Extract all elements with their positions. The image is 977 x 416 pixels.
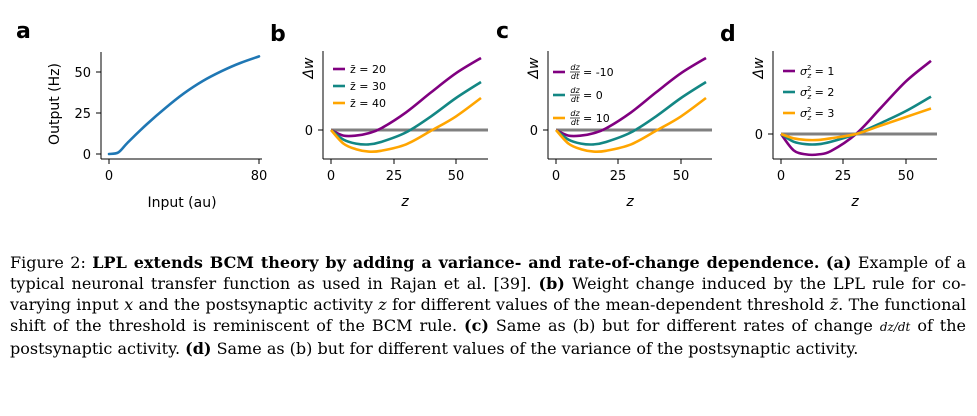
panel-b-legend-label-30: z̄ = 30 [350, 80, 386, 93]
panel-c-series-pos10 [555, 96, 707, 154]
caption-c-text-2: of the postsynaptic activity. [10, 316, 967, 358]
panel-b-xtick-label-25: 25 [386, 169, 403, 184]
panel-a-ytick-label-0: 0 [83, 148, 91, 163]
svg-text:dz: dz [570, 86, 580, 95]
panel-c-legend-label-pos10: dz dt = 10 [570, 109, 610, 127]
panel-d-legend-label-1: σ2 z = 1 [800, 64, 834, 80]
panel-c-xtick-label-25: 25 [610, 169, 627, 184]
caption-a-text: Example of a typical neuronal transfer f… [10, 253, 966, 293]
caption-d-text: Same as (b) but for different values of … [216, 339, 859, 358]
caption-b-text-1: Weight change induced by the LPL rule fo… [10, 274, 967, 314]
panel-a-transfer-function: 50 25 0 0 80 Input (au) Output (Hz) [47, 52, 267, 211]
panel-letter-d: d [720, 22, 736, 47]
panel-d-series-var-2 [780, 95, 932, 146]
caption-b-label: (b) [538, 274, 565, 293]
panel-b-ytick-label-0: 0 [305, 124, 313, 139]
panel-c-rate-of-change: 0 0 25 50 z Δw dz dt = -10 dz dt = 0 [526, 51, 712, 210]
panel-a-xlabel: Input (au) [147, 195, 216, 211]
panel-d-series-var-1 [779, 59, 932, 157]
panel-d-legend-label-2: σ2 z = 2 [800, 85, 834, 101]
panel-letter-c: c [496, 19, 509, 44]
caption-c-text-1: Same as (b) but for different rates of c… [495, 316, 873, 335]
svg-text:dt: dt [571, 118, 580, 127]
panel-d-xlabel: z [850, 194, 859, 210]
panel-c-xlabel: z [625, 194, 634, 210]
panel-b-ylabel: Δw [301, 57, 317, 80]
svg-text:dt: dt [571, 72, 580, 81]
panel-c-legend-label-0: dz dt = 0 [570, 86, 603, 104]
panel-d-ylabel: Δw [751, 57, 767, 80]
caption-c-derivative: dz/dt [879, 320, 911, 334]
panel-b-series-zbar-40 [330, 96, 482, 154]
caption-a-label: (a) [825, 253, 852, 272]
svg-text:= 0: = 0 [583, 89, 603, 102]
svg-text:dz: dz [570, 63, 580, 72]
panel-c-series-0 [555, 80, 707, 146]
panel-c-xtick-label-0: 0 [552, 169, 560, 184]
caption-title: LPL extends BCM theory by adding a varia… [92, 253, 820, 272]
panel-d-legend-label-3: σ2 z = 3 [800, 106, 834, 122]
panel-letter-b: b [270, 22, 286, 47]
panel-d-series-var-3 [780, 107, 932, 142]
panel-d-legend: σ2 z = 1 σ2 z = 2 σ2 z = 3 [783, 64, 834, 122]
caption-var-zbar: z̄ [829, 295, 839, 314]
panel-b-series-zbar-30 [330, 80, 482, 146]
svg-text:dz: dz [570, 109, 580, 118]
svg-text:= -10: = -10 [583, 66, 614, 79]
panel-d-xtick-label-50: 50 [898, 169, 915, 184]
panel-b-xlabel: z [400, 194, 409, 210]
panel-c-xtick-label-50: 50 [673, 169, 690, 184]
svg-text:dt: dt [571, 95, 580, 104]
panel-a-ytick-label-50: 50 [74, 66, 91, 81]
figure-2: a b c d 50 25 0 0 80 Input (au) Output (… [16, 19, 937, 211]
caption-b-text-4: . The functional shift of the threshold … [10, 295, 967, 335]
panel-b-legend-label-40: z̄ = 40 [350, 97, 386, 110]
panel-c-ytick-label-0: 0 [530, 124, 538, 139]
caption-d-label: (d) [185, 339, 212, 358]
panel-d-variance: 0 0 25 50 z Δw σ2 z = 1 σ2 z = 2 σ2 z = 3 [751, 51, 937, 210]
panel-a-ylabel: Output (Hz) [47, 63, 63, 145]
panel-a-ytick-label-25: 25 [74, 107, 91, 122]
panel-c-ylabel: Δw [526, 57, 542, 80]
panel-c-series-neg10 [555, 56, 707, 138]
caption-c-label: (c) [464, 316, 489, 335]
figure-caption: Figure 2: LPL extends BCM theory by addi… [10, 252, 966, 359]
panel-a-xtick-label-0: 0 [105, 169, 113, 184]
panel-a-xtick-label-80: 80 [251, 169, 268, 184]
caption-figure-label: Figure 2: [10, 253, 86, 272]
panel-a-transfer-curve [107, 55, 261, 156]
panel-d-xtick-label-0: 0 [777, 169, 785, 184]
caption-var-x: x [124, 295, 134, 314]
panel-b-xtick-label-50: 50 [448, 169, 465, 184]
panel-d-ytick-label-0: 0 [755, 128, 763, 143]
panel-b-legend: z̄ = 20 z̄ = 30 z̄ = 40 [333, 63, 386, 110]
panel-b-xtick-label-0: 0 [327, 169, 335, 184]
panel-b-legend-label-20: z̄ = 20 [350, 63, 386, 76]
panel-c-legend: dz dt = -10 dz dt = 0 dz dt = 10 [553, 63, 614, 127]
svg-text:= 10: = 10 [583, 112, 610, 125]
caption-b-text-3: for different values of the mean-depende… [392, 295, 825, 314]
caption-b-text-2: and the postsynaptic activity [138, 295, 373, 314]
caption-var-z: z [378, 295, 387, 314]
panel-c-legend-label-neg10: dz dt = -10 [570, 63, 614, 81]
panel-b-series-zbar-20 [330, 56, 482, 138]
panel-d-xtick-label-25: 25 [835, 169, 852, 184]
panel-b-mean-threshold: 0 0 25 50 z Δw z̄ = 20 z̄ = 30 z̄ = 40 [301, 51, 488, 210]
panel-letter-a: a [16, 19, 31, 44]
